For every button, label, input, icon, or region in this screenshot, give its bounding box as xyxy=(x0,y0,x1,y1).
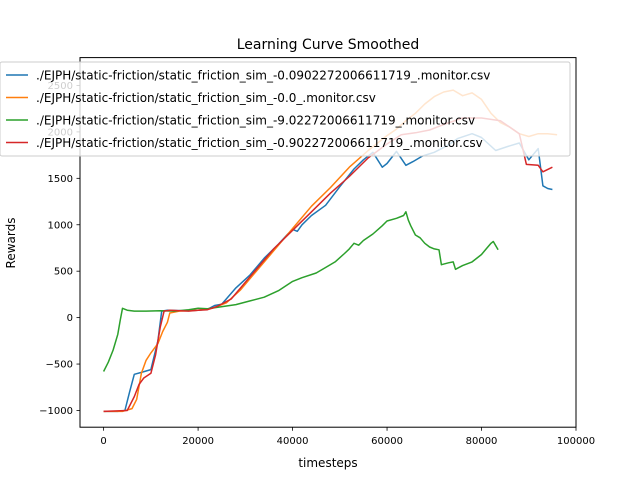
x-tick-label: 20000 xyxy=(182,436,214,447)
legend-box xyxy=(0,61,571,157)
legend-label-1: ./EJPH/static-friction/static_friction_s… xyxy=(36,91,376,105)
y-tick-label: −1000 xyxy=(39,406,73,417)
y-axis-label: Rewards xyxy=(4,218,18,269)
x-tick-label: 0 xyxy=(100,436,106,447)
x-axis-label: timesteps xyxy=(298,456,357,470)
chart-title: Learning Curve Smoothed xyxy=(237,37,420,53)
legend-label-3: ./EJPH/static-friction/static_friction_s… xyxy=(36,136,483,150)
y-tick-label: 1500 xyxy=(48,174,73,185)
x-tick-label: 80000 xyxy=(466,436,498,447)
plot-frame xyxy=(79,57,577,428)
y-tick-label: 0 xyxy=(67,313,73,324)
legend-label-0: ./EJPH/static-friction/static_friction_s… xyxy=(36,69,490,83)
series-line-3 xyxy=(103,117,553,413)
legend-label-2: ./EJPH/static-friction/static_friction_s… xyxy=(36,114,475,128)
series-line-2 xyxy=(102,211,499,372)
x-axis: 0 20000 40000 60000 80000 100000 xyxy=(100,427,595,447)
y-tick-label: 1000 xyxy=(48,220,73,231)
x-tick-label: 40000 xyxy=(277,436,309,447)
x-tick-label: 60000 xyxy=(371,436,403,447)
x-tick-label: 100000 xyxy=(557,436,595,447)
y-tick-label: −500 xyxy=(46,360,73,371)
y-tick-label: 500 xyxy=(54,267,73,278)
legend: ./EJPH/static-friction/static_friction_s… xyxy=(0,61,571,157)
series-line-0 xyxy=(103,132,553,413)
